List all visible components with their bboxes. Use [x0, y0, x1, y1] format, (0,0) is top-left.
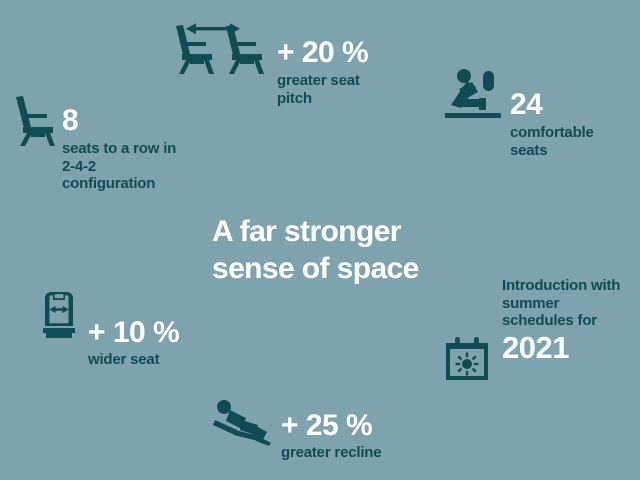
page-title-line-2: sense of space: [212, 251, 419, 285]
single-seat-side-icon: [16, 96, 55, 146]
stat-intro: Introduction with summer schedules for 2…: [502, 277, 634, 363]
seat-top-width-arrow-icon: [43, 292, 75, 338]
stat-row-value: 8: [62, 104, 79, 137]
page-title: A far stronger sense of space: [212, 214, 419, 287]
stat-recline-value: + 25 %: [281, 409, 373, 442]
stat-comfort-value: 24: [510, 88, 543, 121]
stat-pitch: + 20 % greater seat pitch: [277, 38, 389, 107]
stat-wider: + 10 % wider seat: [88, 316, 180, 369]
stat-recline: + 25 % greater recline: [281, 409, 382, 462]
stat-recline-description: greater recline: [281, 444, 382, 461]
stat-comfort: 24 comfortable seats: [510, 90, 622, 159]
calendar-sun-icon: [446, 337, 488, 380]
stat-comfort-description: comfortable seats: [510, 124, 594, 159]
two-seats-pitch-arrow-icon: [176, 23, 264, 74]
stat-row: 8 seats to a row in 2-4-2 configuration: [62, 106, 188, 193]
seated-passenger-icon: [445, 69, 501, 118]
stat-intro-description: Introduction with summer schedules for: [502, 277, 621, 330]
stat-row-description: seats to a row in 2-4-2 configuration: [62, 140, 177, 193]
stat-wider-description: wider seat: [88, 351, 160, 368]
page-title-line-1: A far stronger: [212, 215, 401, 248]
reclined-passenger-icon: [213, 400, 271, 446]
stat-wider-value: + 10 %: [88, 316, 180, 349]
stat-intro-value: 2021: [502, 330, 569, 366]
stat-pitch-description: greater seat pitch: [277, 72, 360, 107]
stat-pitch-value: + 20 %: [277, 36, 369, 69]
